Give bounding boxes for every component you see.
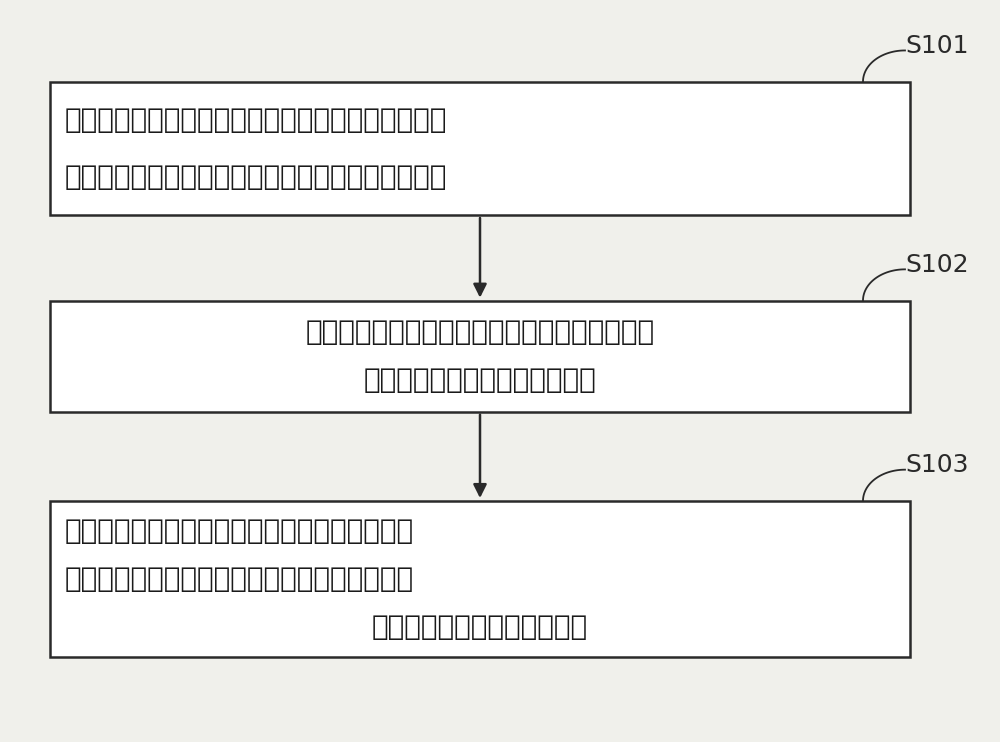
Text: 当容量提升小区判断需要关闭本小区的射频时，向覆: 当容量提升小区判断需要关闭本小区的射频时，向覆	[65, 106, 447, 134]
Text: S101: S101	[905, 34, 969, 58]
Text: 盖小区发送切换请求，且该切换请求中携带关断信息: 盖小区发送切换请求，且该切换请求中携带关断信息	[65, 162, 447, 191]
Text: S103: S103	[905, 453, 969, 477]
FancyBboxPatch shape	[50, 301, 910, 412]
Text: 所述覆盖小区收到所述切换请求后，向所述容量: 所述覆盖小区收到所述切换请求后，向所述容量	[305, 318, 655, 347]
Text: 所述容量提升小区接收到所述切换请求响应消息: 所述容量提升小区接收到所述切换请求响应消息	[65, 516, 414, 545]
FancyBboxPatch shape	[50, 82, 910, 215]
FancyBboxPatch shape	[50, 501, 910, 657]
Text: 提升小区发送切换请求响应消息: 提升小区发送切换请求响应消息	[364, 366, 596, 394]
Text: S102: S102	[905, 253, 969, 277]
Text: 用户切换操作后进入休眠状态: 用户切换操作后进入休眠状态	[372, 613, 588, 641]
Text: 后，进行本小区用户切换操作，且在完成本小区: 后，进行本小区用户切换操作，且在完成本小区	[65, 565, 414, 593]
